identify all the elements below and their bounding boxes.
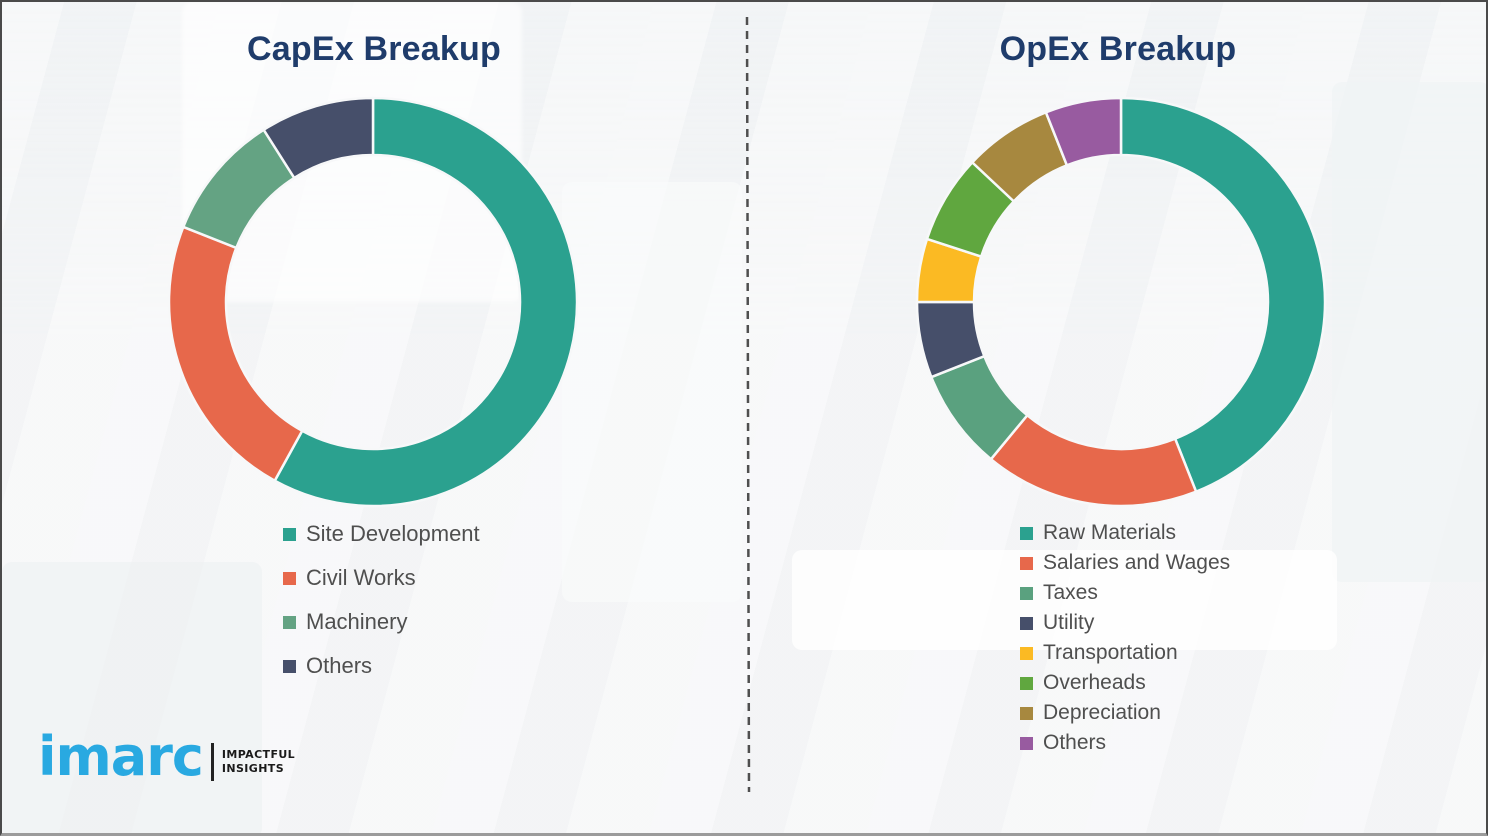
legend-swatch-site-development — [283, 527, 296, 541]
donut-segment-civil-works — [167, 225, 304, 483]
opex-donut-chart — [915, 96, 1327, 508]
legend-item: Transportation — [1020, 638, 1230, 668]
capex-donut-chart — [167, 96, 579, 508]
legend-label: Civil Works — [306, 565, 416, 590]
legend-swatch-others — [1020, 736, 1033, 750]
legend-swatch-salaries-wages — [1020, 556, 1033, 570]
opex-title: OpEx Breakup — [999, 30, 1237, 68]
imarc-wordmark: imarc — [38, 725, 204, 788]
legend-item: Site Development — [283, 512, 480, 556]
donut-segment-raw-materials — [1119, 96, 1327, 494]
legend-swatch-transportation — [1020, 646, 1033, 660]
legend-label: Overheads — [1043, 671, 1146, 694]
logo-tagline: IMPACTFUL INSIGHTS — [222, 748, 295, 776]
legend-label: Site Development — [306, 521, 480, 546]
logo-divider-bar — [210, 743, 214, 781]
legend-item: Others — [283, 644, 480, 688]
opex-legend: Raw Materials Salaries and Wages Taxes U… — [1020, 518, 1230, 758]
legend-swatch-depreciation — [1020, 706, 1033, 720]
legend-swatch-machinery — [283, 615, 296, 629]
legend-item: Salaries and Wages — [1020, 548, 1230, 578]
legend-label: Depreciation — [1043, 701, 1161, 724]
legend-item: Taxes — [1020, 578, 1230, 608]
legend-label: Salaries and Wages — [1043, 551, 1231, 574]
legend-item: Civil Works — [283, 556, 480, 600]
legend-label: Others — [1043, 731, 1107, 754]
legend-item: Others — [1020, 728, 1230, 758]
legend-item: Depreciation — [1020, 698, 1230, 728]
opex-panel: OpEx Breakup Raw Materials Salaries and … — [746, 2, 1486, 833]
donut-segment-others — [261, 96, 375, 180]
legend-label: Taxes — [1043, 581, 1098, 604]
legend-label: Utility — [1043, 611, 1095, 634]
legend-label: Transportation — [1043, 641, 1178, 664]
capex-title: CapEx Breakup — [247, 30, 501, 68]
capex-panel: CapEx Breakup Site Development Civil Wor… — [2, 2, 746, 833]
legend-item: Machinery — [283, 600, 480, 644]
legend-swatch-civil-works — [283, 571, 296, 585]
capex-legend: Site Development Civil Works Machinery O… — [283, 512, 480, 688]
legend-item: Overheads — [1020, 668, 1230, 698]
legend-swatch-overheads — [1020, 676, 1033, 690]
logo-tagline-line2: INSIGHTS — [221, 762, 285, 775]
logo-tagline-line1: IMPACTFUL — [221, 748, 296, 762]
legend-label: Others — [306, 653, 373, 678]
legend-swatch-others — [283, 659, 296, 673]
donut-segment-salaries-and-wages — [989, 413, 1198, 508]
donut-segment-site-development — [273, 96, 579, 508]
legend-swatch-taxes — [1020, 586, 1033, 600]
dashed-divider-line — [745, 16, 751, 793]
legend-item: Raw Materials — [1020, 518, 1230, 548]
donut-segment-others — [1044, 96, 1123, 167]
legend-swatch-raw-materials — [1020, 526, 1033, 540]
imarc-logo: imarc IMPACTFUL INSIGHTS — [38, 730, 295, 784]
legend-label: Machinery — [306, 609, 408, 634]
legend-label: Raw Materials — [1043, 521, 1177, 544]
legend-item: Utility — [1020, 608, 1230, 638]
legend-swatch-utility — [1020, 616, 1033, 630]
